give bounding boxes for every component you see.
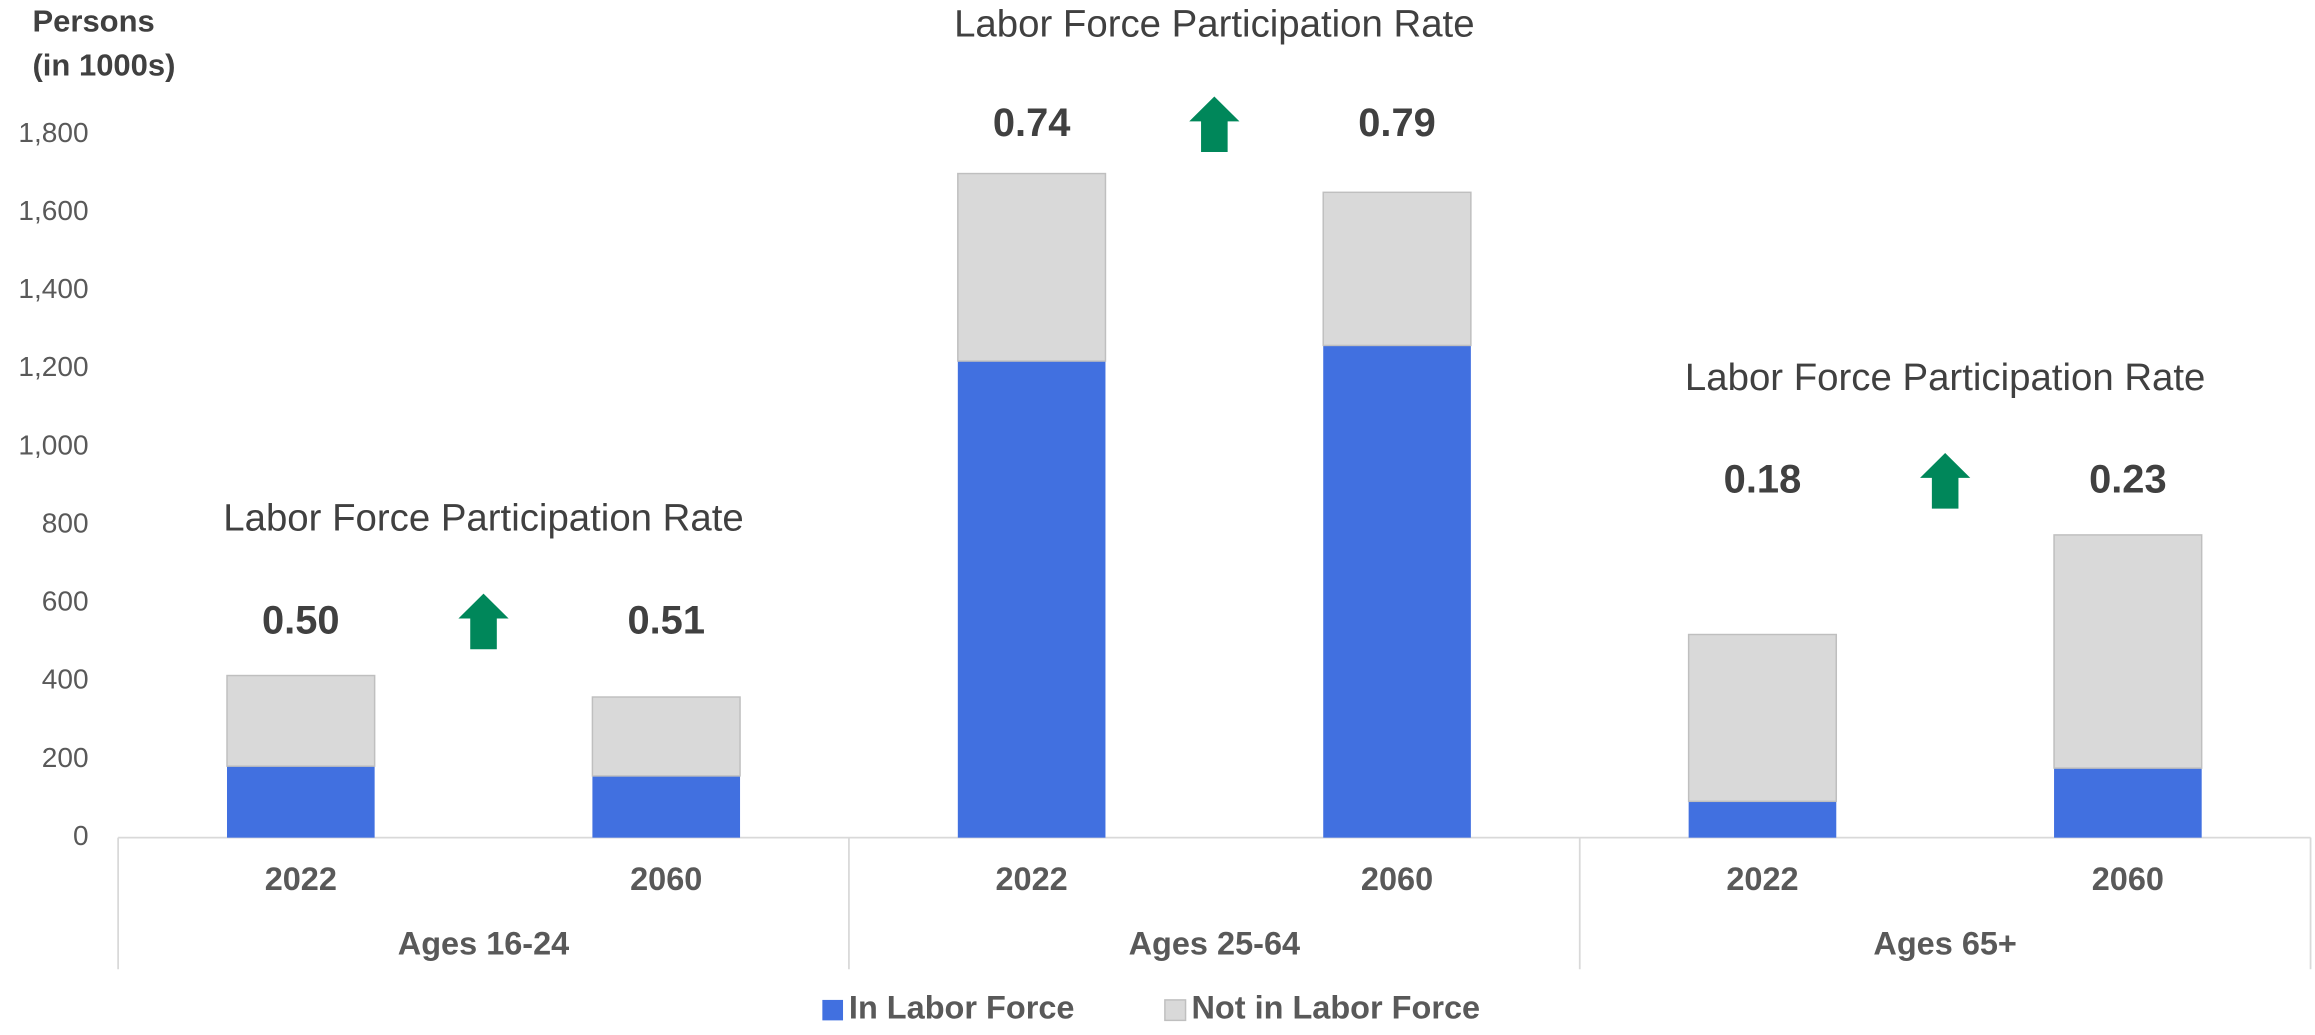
legend-label: In Labor Force bbox=[849, 990, 1075, 1026]
up-arrow bbox=[1920, 453, 1971, 509]
bar-segment bbox=[1688, 801, 1837, 838]
bar-segment bbox=[592, 775, 741, 838]
y-axis-label: Persons bbox=[32, 4, 154, 39]
rate-label: 0.23 bbox=[2089, 458, 2167, 502]
x-tick-label: 2060 bbox=[630, 861, 702, 897]
annotation-title: Labor Force Participation Rate bbox=[223, 497, 743, 540]
bar-segment bbox=[1323, 345, 1471, 838]
x-tick-label: 2022 bbox=[1726, 861, 1798, 897]
bar-segment bbox=[1322, 191, 1472, 347]
y-tick-label: 1,600 bbox=[18, 195, 88, 226]
legend-swatch bbox=[1164, 999, 1187, 1022]
y-tick-label: 800 bbox=[42, 508, 89, 539]
bar-segment bbox=[2053, 534, 2203, 769]
bar-segment bbox=[2054, 768, 2202, 838]
rate-label: 0.74 bbox=[993, 101, 1071, 145]
annotation-title: Labor Force Participation Rate bbox=[954, 3, 1474, 46]
x-tick-label: 2022 bbox=[996, 861, 1068, 897]
up-arrow bbox=[458, 593, 509, 650]
bar-segment bbox=[226, 766, 375, 838]
y-tick-label: 1,800 bbox=[18, 117, 88, 148]
y-tick-label: 600 bbox=[42, 586, 89, 617]
group-label: Ages 16-24 bbox=[398, 925, 570, 961]
y-tick-label: 1,200 bbox=[18, 351, 88, 382]
rate-label: 0.51 bbox=[627, 599, 705, 643]
group-label: Ages 25-64 bbox=[1129, 925, 1301, 961]
up-arrow bbox=[1189, 96, 1240, 153]
bar-segment bbox=[591, 696, 741, 777]
x-tick-label: 2060 bbox=[1361, 861, 1433, 897]
rate-label: 0.79 bbox=[1358, 101, 1436, 145]
y-tick-label: 1,400 bbox=[18, 273, 88, 304]
y-tick-label: 1,000 bbox=[18, 429, 88, 460]
bar-segment bbox=[1687, 633, 1838, 803]
y-tick-label: 200 bbox=[42, 742, 89, 773]
legend-swatch bbox=[822, 999, 844, 1021]
rate-label: 0.18 bbox=[1724, 458, 1802, 502]
legend-label: Not in Labor Force bbox=[1191, 990, 1480, 1026]
bar-segment bbox=[957, 361, 1106, 838]
y-tick-label: 400 bbox=[42, 664, 89, 695]
rate-label: 0.50 bbox=[262, 599, 340, 643]
x-tick-label: 2022 bbox=[265, 861, 337, 897]
annotation-title: Labor Force Participation Rate bbox=[1685, 356, 2205, 399]
group-label: Ages 65+ bbox=[1873, 925, 2017, 961]
y-tick-label: 0 bbox=[73, 820, 89, 851]
bar-segment bbox=[957, 172, 1107, 362]
bar-segment bbox=[226, 674, 376, 767]
y-axis-label: (in 1000s) bbox=[32, 48, 175, 83]
x-tick-label: 2060 bbox=[2092, 861, 2164, 897]
